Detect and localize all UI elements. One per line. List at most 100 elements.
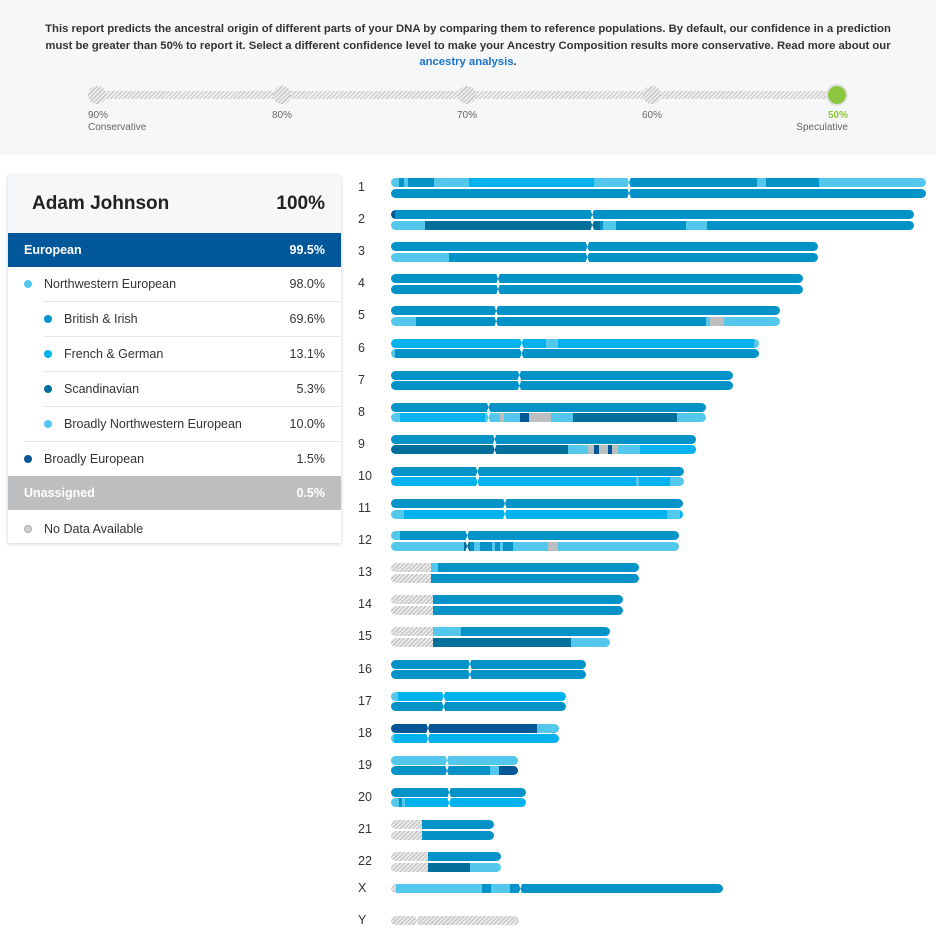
population-row-nw-european[interactable]: Northwestern European 98.0% [8,267,341,301]
chromosome-1-strand-2[interactable] [391,188,926,198]
segment-british-irish[interactable] [395,210,914,220]
segment-broadly-nw[interactable] [504,413,521,423]
segment-unassigned[interactable] [587,445,595,455]
segment-nodata[interactable] [391,595,434,605]
chromosome-5-strand-1[interactable] [391,306,781,316]
segment-broadly-nw[interactable] [537,723,559,733]
chromosome-12-strand-1[interactable] [391,531,679,541]
segment-british-irish[interactable] [432,595,623,605]
segment-nodata[interactable] [391,573,432,583]
chromosome-19-strand-2[interactable] [391,766,519,776]
segment-british-irish[interactable] [391,284,803,294]
population-row-broadly-european[interactable]: Broadly European 1.5% [8,442,341,476]
segment-british-irish[interactable] [765,178,820,187]
segment-french-german[interactable] [398,691,567,701]
segment-broadly-nw[interactable] [677,413,706,423]
segment-british-irish[interactable] [416,316,707,326]
confidence-stop-70[interactable] [458,86,476,104]
segment-nodata[interactable] [391,884,397,894]
segment-british-irish[interactable] [432,605,623,615]
segment-broadly-nw[interactable] [491,541,496,551]
chromosome-11-strand-2[interactable] [391,509,684,519]
segment-british-irish[interactable] [428,852,502,862]
chromosome-17-strand-2[interactable] [391,702,567,712]
segment-british-irish[interactable] [394,349,760,358]
segment-british-irish[interactable] [399,531,679,541]
segment-british-irish[interactable] [391,306,781,316]
segment-british-irish[interactable] [408,178,435,187]
chromosome-9-strand-1[interactable] [391,434,696,444]
segment-nodata[interactable] [391,852,429,862]
chromosome-18-strand-2[interactable] [391,734,559,744]
segment-scandinavian[interactable] [424,220,601,230]
population-row-british-irish[interactable]: British & Irish 69.6% [8,302,341,336]
segment-broadly-nw[interactable] [470,862,502,872]
chromosome-6-strand-1[interactable] [391,338,760,348]
segment-broadly-european[interactable] [391,723,538,733]
segment-broadly-nw[interactable] [395,884,483,894]
population-row-french-german[interactable]: French & German 13.1% [8,337,341,371]
segment-broadly-nw[interactable] [391,755,519,765]
segment-nodata[interactable] [391,916,520,926]
chromosome-21-strand-2[interactable] [391,830,495,840]
segment-scandinavian[interactable] [391,445,569,455]
segment-french-german[interactable] [680,509,684,519]
chromosome-3-strand-2[interactable] [391,252,818,262]
segment-british-irish[interactable] [391,402,706,412]
segment-british-irish[interactable] [391,702,567,712]
segment-british-irish[interactable] [629,178,758,187]
segment-broadly-nw[interactable] [686,220,708,230]
segment-british-irish[interactable] [438,563,640,573]
segment-broadly-european[interactable] [593,445,600,455]
chromosome-20-strand-2[interactable] [391,798,527,808]
population-row-scandinavian[interactable]: Scandinavian 5.3% [8,372,341,406]
segment-broadly-nw[interactable] [404,178,409,187]
segment-broadly-nw[interactable] [485,413,500,423]
chromosome-14-strand-2[interactable] [391,605,623,615]
confidence-stop-80[interactable] [273,86,291,104]
segment-nodata[interactable] [391,862,429,872]
chromosome-y-strand-1[interactable] [391,916,520,926]
segment-broadly-nw[interactable] [433,178,470,187]
segment-nodata[interactable] [391,627,434,637]
chromosome-21-strand-1[interactable] [391,820,495,829]
chromosome-2-strand-1[interactable] [391,210,914,220]
segment-broadly-european[interactable] [499,766,519,776]
chromosome-14-strand-1[interactable] [391,595,623,605]
chromosome-22-strand-2[interactable] [391,862,502,872]
chromosome-6-strand-2[interactable] [391,349,760,358]
chromosome-5-strand-2[interactable] [391,316,781,326]
segment-nodata[interactable] [391,830,423,840]
segment-british-irish[interactable] [615,220,687,230]
segment-broadly-nw[interactable] [513,541,549,551]
chromosome-10-strand-1[interactable] [391,466,685,476]
segment-british-irish[interactable] [391,188,926,198]
segment-scandinavian[interactable] [428,862,471,872]
segment-broadly-nw[interactable] [635,477,640,487]
segment-broadly-nw[interactable] [602,220,617,230]
region-unassigned[interactable]: Unassigned 0.5% [8,476,341,510]
segment-broadly-nw[interactable] [570,637,611,647]
segment-french-german[interactable] [404,509,668,519]
region-european[interactable]: European 99.5% [8,233,341,267]
chromosome-9-strand-2[interactable] [391,445,696,455]
segment-british-irish[interactable] [391,787,527,797]
segment-unassigned[interactable] [499,413,505,423]
chromosome-15-strand-1[interactable] [391,627,611,637]
segment-french-german[interactable] [558,338,755,348]
segment-french-german[interactable] [468,178,595,187]
segment-british-irish[interactable] [470,541,475,551]
chromosome-11-strand-1[interactable] [391,499,684,508]
segment-british-irish[interactable] [391,370,734,380]
chromosome-1-strand-1[interactable] [391,178,926,187]
segment-broadly-nw[interactable] [490,884,511,894]
segment-british-irish[interactable] [494,541,501,551]
chromosome-19-strand-1[interactable] [391,755,519,765]
chromosome-8-strand-1[interactable] [391,402,706,412]
segment-broadly-nw[interactable] [391,316,417,326]
segment-nodata[interactable] [391,563,432,573]
ancestry-analysis-link[interactable]: ancestry analysis [419,56,514,68]
segment-unassigned[interactable] [612,445,619,455]
confidence-stop-60[interactable] [643,86,661,104]
segment-broadly-nw[interactable] [391,178,400,187]
